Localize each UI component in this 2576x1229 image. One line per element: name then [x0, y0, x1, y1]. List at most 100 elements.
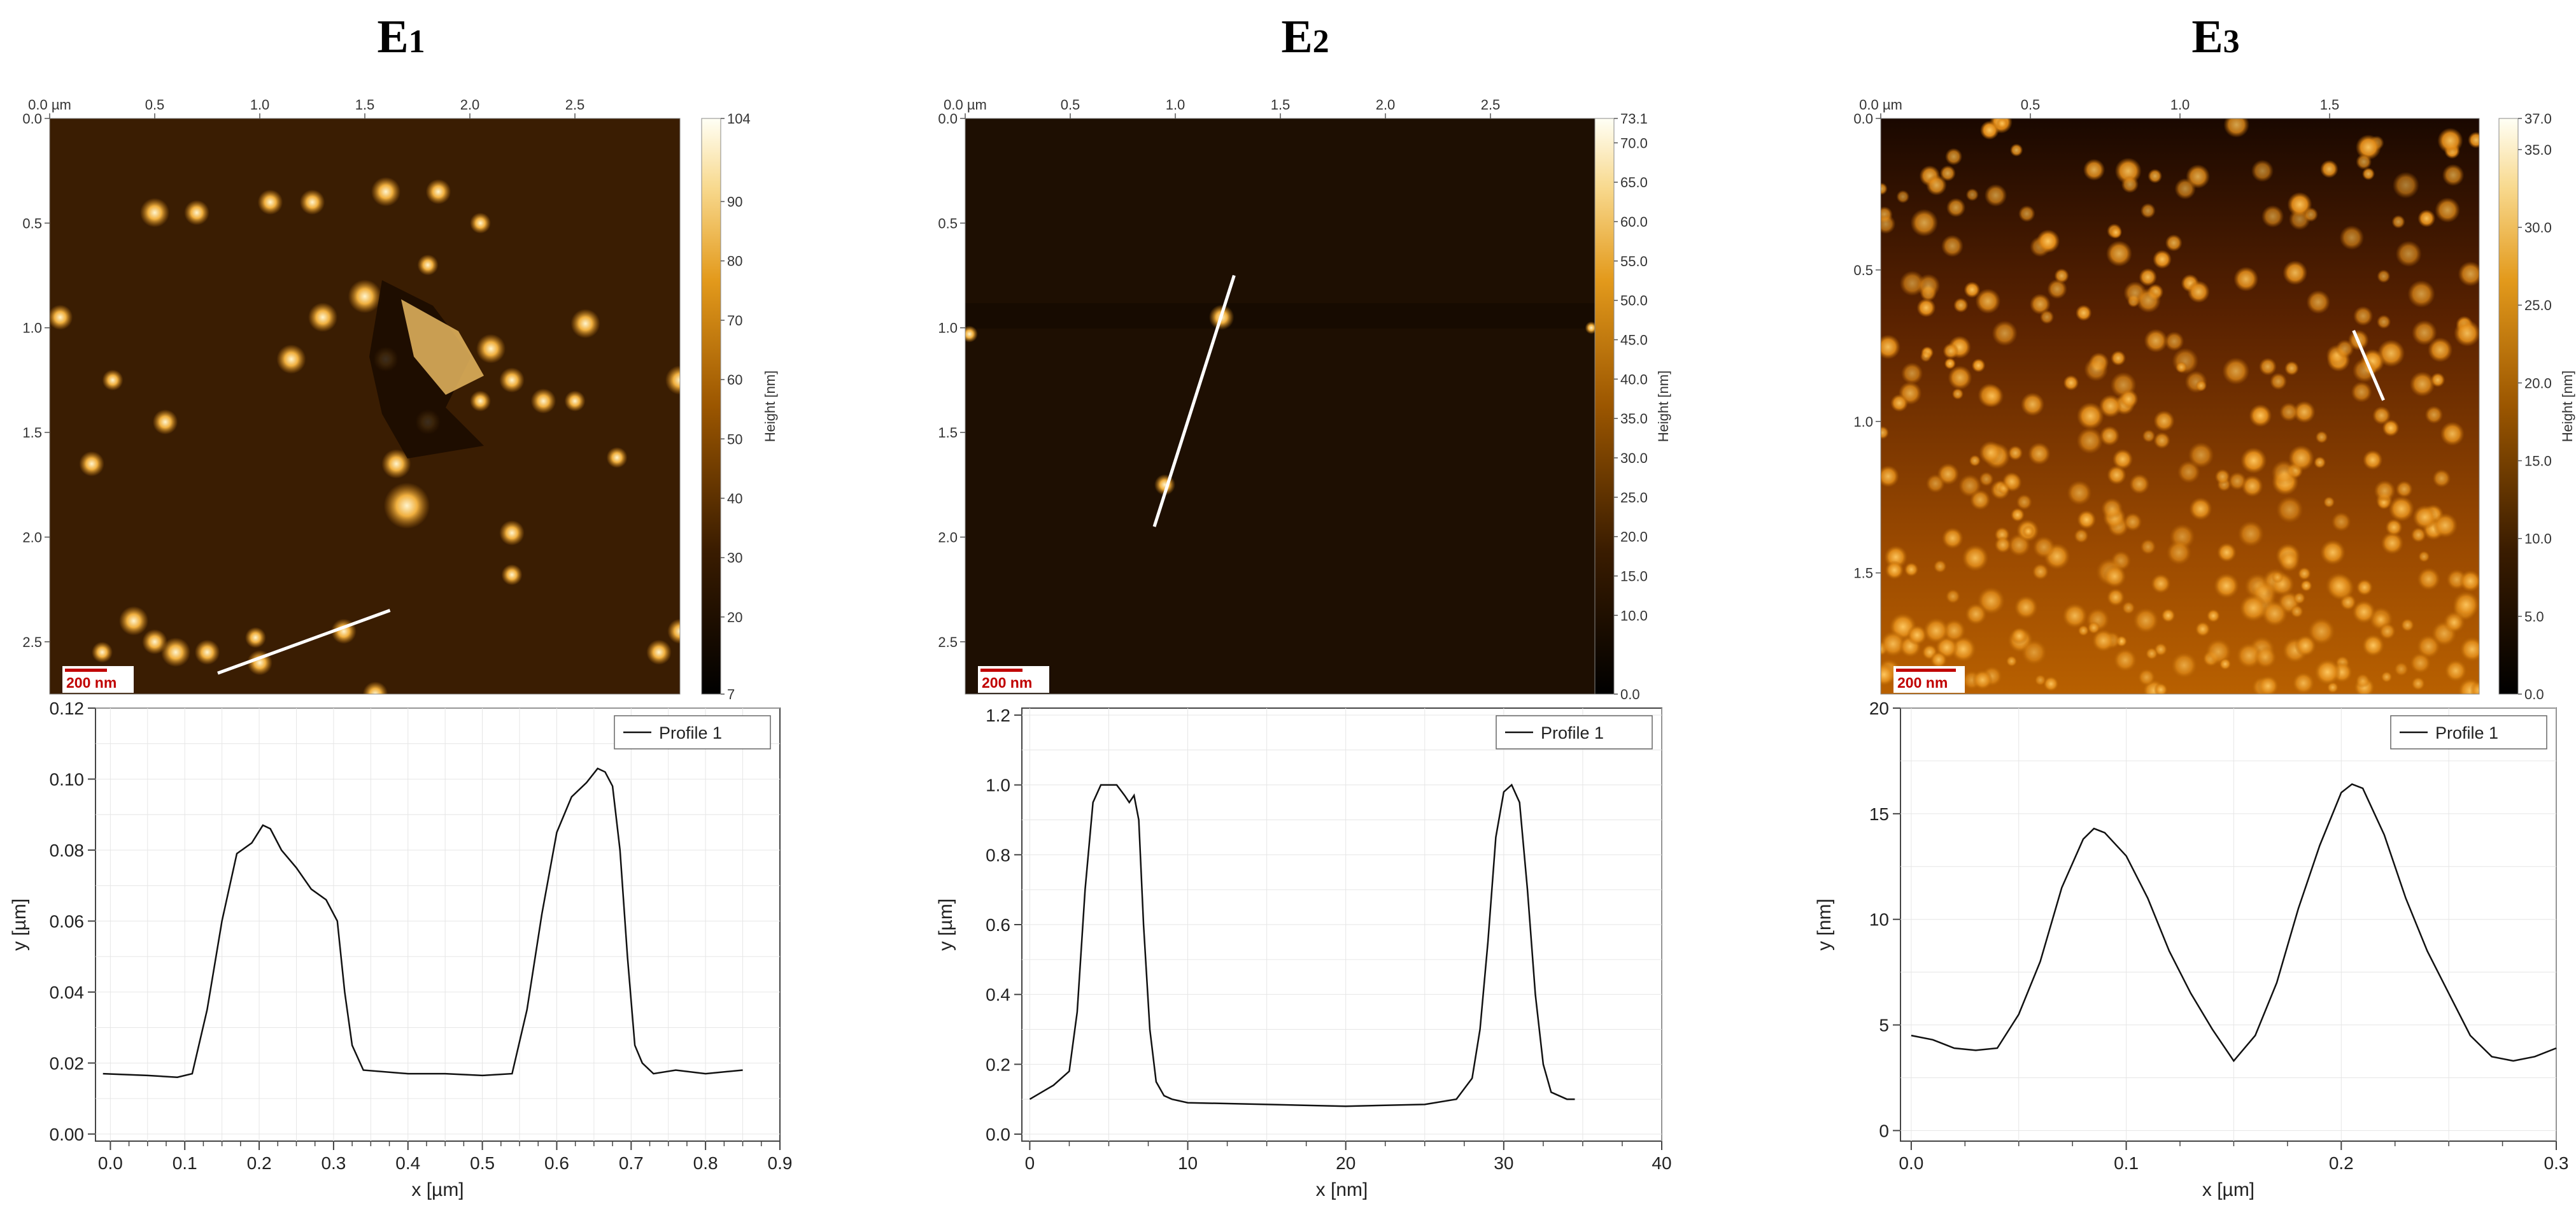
afm-grain [2145, 647, 2158, 660]
panel-title-subscript: 3 [2223, 24, 2240, 60]
afm-grain [2293, 592, 2306, 605]
afm-grain [2022, 525, 2035, 537]
afm-grain [1994, 536, 2012, 553]
afm-grain [2020, 392, 2045, 416]
afm-particle [667, 618, 680, 644]
afm-grain [2140, 539, 2156, 555]
afm-grain [2087, 621, 2100, 634]
colorbar-tick-label: 73.1 [1620, 111, 1648, 127]
afm-grain [2135, 288, 2162, 313]
colorbar-tick-label: 35.0 [1620, 411, 1648, 427]
afm-particle [194, 639, 220, 665]
afm-y-tick-label: 2.5 [22, 634, 42, 650]
afm-grain [2002, 471, 2021, 491]
colorbar-tick-label: 90 [727, 194, 742, 210]
afm-x-tick-label: 2.5 [565, 97, 585, 113]
afm-grain [1930, 651, 1948, 669]
afm-grain [2014, 595, 2038, 620]
colorbar-tick-label: 5.0 [2524, 609, 2544, 625]
afm-particle [530, 388, 556, 414]
afm-grain [2335, 339, 2354, 359]
afm-x-tick-label: 2.0 [460, 97, 480, 113]
afm-particle [92, 641, 113, 663]
colorbar [1594, 118, 1615, 695]
afm-grain [2113, 648, 2137, 672]
afm-grain [2417, 210, 2436, 227]
afm-particle [50, 304, 73, 330]
afm-grain [1941, 527, 1964, 550]
colorbar-tick-label: 30 [727, 550, 742, 566]
afm-grain [2018, 205, 2035, 222]
profile-line-marker[interactable] [1152, 274, 1236, 527]
afm-grain [2300, 579, 2312, 592]
afm-grain [2261, 600, 2288, 627]
afm-grain [1896, 190, 1910, 204]
afm-y-tick-label: 2.0 [938, 529, 958, 545]
y-tick-label: 0.12 [50, 699, 85, 718]
afm-grain [2039, 309, 2055, 325]
afm-grain [1906, 625, 1928, 646]
afm-grain [1881, 426, 1889, 439]
afm-grain [2206, 609, 2221, 623]
afm-particle [499, 367, 525, 393]
afm-grain [2287, 192, 2312, 217]
afm-grain [2166, 540, 2192, 565]
afm-x-tick-label: 2.5 [1481, 97, 1501, 113]
afm-grain [2076, 402, 2104, 430]
afm-aggregate [401, 299, 484, 395]
profile-chart: 0 10 20 30 40 0.0 0.2 0.4 0.6 0.8 1.0 1.2 x [nm] y [µ… [935, 706, 1672, 1200]
colorbar-tick-label: 40.0 [1620, 371, 1648, 387]
afm-y-tick-label: 1.5 [938, 425, 958, 441]
colorbar-label: Height [nm] [1655, 371, 1671, 443]
afm-y-tick-label: 1.0 [1853, 414, 1873, 430]
afm-grain [2442, 164, 2465, 187]
afm-grain [2153, 410, 2175, 432]
profile-line-marker[interactable] [2352, 330, 2385, 401]
afm-grain [2290, 604, 2304, 618]
afm-grain [2103, 565, 2127, 588]
afm-grain [2276, 496, 2304, 523]
afm-x-tick-label: 1.5 [2320, 97, 2340, 113]
afm-grain [2213, 572, 2239, 599]
afm-grain [2391, 215, 2405, 229]
afm-grain [2314, 658, 2341, 686]
afm-grain [2284, 360, 2299, 376]
afm-grain [1965, 188, 1979, 201]
afm-grain [2119, 389, 2139, 409]
colorbar-tick-label: 35.0 [2524, 142, 2552, 158]
afm-grain [2452, 591, 2479, 619]
y-tick-label: 0.2 [986, 1055, 1010, 1074]
afm-grain [2459, 636, 2479, 662]
afm-grain [2432, 469, 2451, 488]
scale-bar-label: 200 nm [66, 674, 117, 691]
y-tick-label: 0.06 [50, 911, 85, 931]
afm-grain [2444, 659, 2467, 683]
afm-particle [606, 447, 628, 469]
y-tick-label: 1.2 [986, 706, 1010, 725]
afm-grain [1946, 197, 1966, 218]
afm-x-tick-label: 1.0 [250, 97, 270, 113]
afm-grain [2144, 329, 2168, 353]
afm-grain [1890, 394, 1909, 412]
afm-grain [2195, 380, 2207, 392]
y-tick-label: 5 [1879, 1016, 1889, 1035]
panel-title: E1 [377, 11, 425, 63]
afm-grain [2047, 279, 2067, 299]
panel-e2: E2 200 nm 0.0 µm 0.5 1.0 1.5 2.0 2.5 0.0 0.5 1.0 1.… [935, 11, 1672, 1200]
afm-grain [2187, 280, 2210, 303]
y-tick-label: 0.10 [50, 769, 85, 789]
afm-grain [2121, 601, 2135, 615]
afm-grain [2361, 634, 2385, 657]
profile-line-marker[interactable] [217, 609, 391, 675]
afm-grain [2393, 662, 2409, 677]
x-axis-label: x [µm] [2202, 1179, 2254, 1200]
afm-grain [1904, 562, 1919, 577]
afm-y-tick-label: 0.0 [938, 111, 958, 127]
afm-grain [1944, 148, 1963, 166]
colorbar-tick-label: 65.0 [1620, 174, 1648, 190]
afm-grain [2121, 175, 2139, 194]
x-tick-label: 0.6 [544, 1153, 569, 1173]
afm-grain [2355, 673, 2370, 688]
afm-grain [2098, 394, 2122, 418]
afm-grain [2458, 261, 2479, 287]
